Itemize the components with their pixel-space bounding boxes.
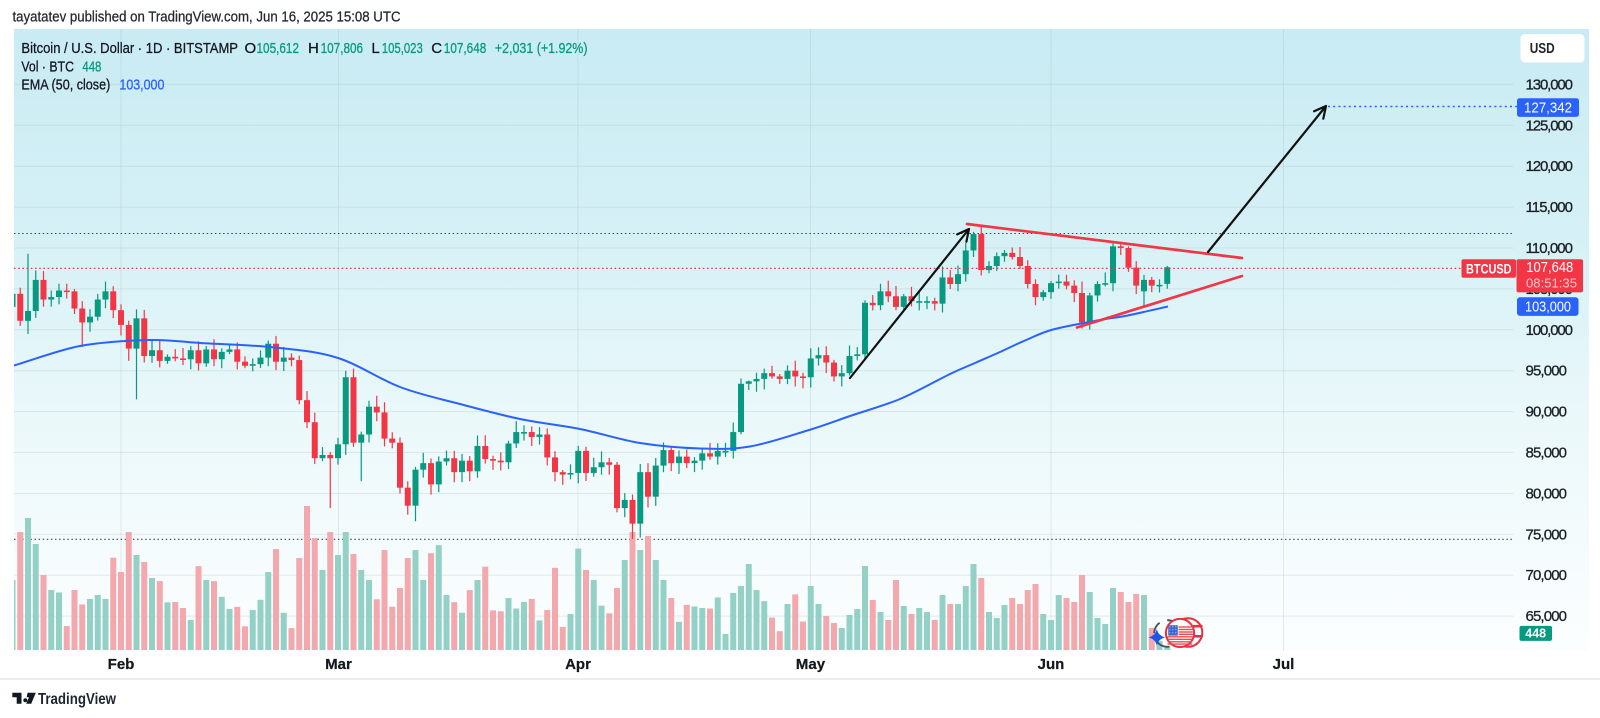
svg-text:65,000: 65,000 [1526,608,1568,625]
svg-text:BTCUSD: BTCUSD [1466,261,1512,276]
svg-text:85,000: 85,000 [1526,445,1568,462]
svg-text:103,000: 103,000 [1525,299,1571,315]
svg-text:EMA (50, close): EMA (50, close) [21,76,110,93]
svg-text:90,000: 90,000 [1526,404,1568,421]
svg-text:May: May [796,656,826,673]
svg-text:USD: USD [1530,41,1555,57]
svg-text:120,000: 120,000 [1526,158,1574,175]
svg-text:105,612: 105,612 [257,40,300,57]
svg-text:70,000: 70,000 [1526,567,1568,584]
svg-text:95,000: 95,000 [1526,363,1568,380]
svg-text:107,806: 107,806 [321,40,364,57]
svg-text:Jun: Jun [1038,656,1065,673]
svg-text:Jul: Jul [1273,656,1295,673]
svg-text:125,000: 125,000 [1526,117,1574,134]
svg-text:+2,031 (+1.92%): +2,031 (+1.92%) [495,40,588,57]
svg-text:75,000: 75,000 [1526,526,1568,543]
svg-text:110,000: 110,000 [1526,240,1574,257]
svg-text:C: C [431,40,442,57]
svg-text:80,000: 80,000 [1526,485,1568,502]
svg-text:Bitcoin / U.S. Dollar · 1D · B: Bitcoin / U.S. Dollar · 1D · BITSTAMP [21,40,238,57]
svg-text:127,342: 127,342 [1524,100,1572,116]
svg-text:TradingView: TradingView [38,691,117,708]
svg-text:Vol · BTC: Vol · BTC [21,59,74,76]
svg-text:08:51:35: 08:51:35 [1526,276,1577,291]
svg-text:115,000: 115,000 [1526,199,1574,216]
svg-text:100,000: 100,000 [1526,322,1574,339]
svg-text:448: 448 [82,59,101,76]
svg-text:448: 448 [1525,627,1546,641]
svg-text:107,648: 107,648 [1526,260,1573,276]
svg-text:105,023: 105,023 [382,40,423,57]
svg-text:L: L [371,40,379,57]
svg-text:103,000: 103,000 [119,76,164,93]
svg-text:130,000: 130,000 [1526,76,1574,93]
svg-text:H: H [308,40,319,57]
svg-text:Feb: Feb [108,656,135,673]
svg-text:107,648: 107,648 [444,40,487,57]
svg-text:Mar: Mar [325,656,352,673]
svg-text:O: O [245,40,257,57]
svg-text:tayatatev published on Trading: tayatatev published on TradingView.com, … [13,10,401,26]
svg-text:Apr: Apr [565,656,591,673]
